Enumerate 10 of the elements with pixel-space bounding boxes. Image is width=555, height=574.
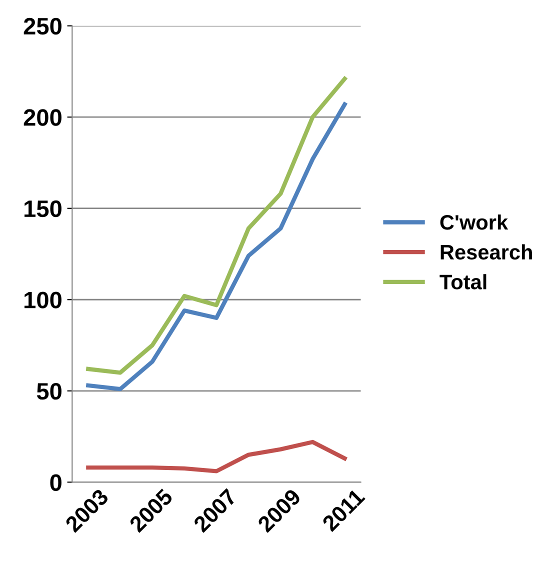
legend-label: Total [440, 274, 486, 290]
line-series [86, 440, 347, 474]
y-tick-label: 200 [24, 109, 62, 126]
y-tick-label: 50 [36, 382, 62, 400]
y-tick-label: 250 [24, 18, 62, 35]
legend-label: C'work [440, 214, 508, 230]
legend-label: Research [440, 244, 532, 260]
y-tick-label: 0 [50, 474, 62, 491]
y-tick-label: 150 [24, 200, 62, 218]
y-tick-label: 100 [24, 292, 62, 308]
